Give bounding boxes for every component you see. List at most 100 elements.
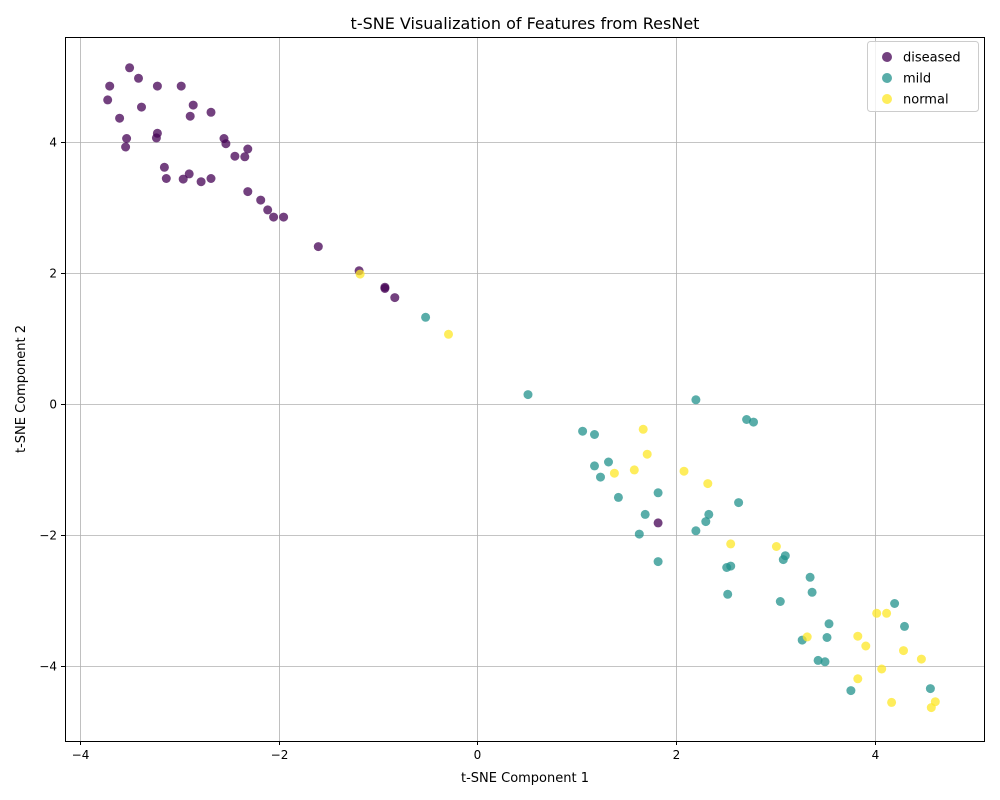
data-point-normal <box>872 608 882 618</box>
data-point-diseased <box>185 111 195 121</box>
x-tick-label: −4 <box>72 748 90 762</box>
data-point-mild <box>691 526 701 536</box>
data-point-mild <box>604 457 613 467</box>
data-point-diseased <box>279 212 289 222</box>
y-tick-label: 2 <box>49 267 57 281</box>
data-point-diseased <box>137 102 146 112</box>
data-point-normal <box>638 424 648 434</box>
legend-marker-normal <box>882 94 892 104</box>
data-point-mild <box>805 572 815 582</box>
data-point-diseased <box>269 212 279 222</box>
grid-lines <box>65 37 984 741</box>
data-point-normal <box>926 703 936 713</box>
data-point-mild <box>578 426 588 436</box>
data-point-diseased <box>243 144 253 154</box>
data-point-diseased <box>221 139 231 149</box>
series-normal <box>355 269 940 713</box>
data-point-mild <box>421 312 431 322</box>
data-point-diseased <box>184 169 194 179</box>
data-point-normal <box>899 646 908 656</box>
data-point-mild <box>634 529 644 539</box>
data-point-diseased <box>159 162 169 172</box>
data-point-normal <box>609 468 619 478</box>
legend-label-diseased: diseased <box>903 51 961 66</box>
data-point-normal <box>629 465 639 475</box>
legend-box <box>867 41 979 112</box>
data-points <box>103 63 940 713</box>
x-axis-label: t-SNE Component 1 <box>461 771 589 786</box>
data-point-mild <box>925 684 935 694</box>
legend: diseased mild normal <box>867 41 979 112</box>
data-point-mild <box>596 472 605 482</box>
data-point-diseased <box>653 518 663 528</box>
data-point-diseased <box>121 142 131 152</box>
data-point-normal <box>853 631 863 641</box>
x-tick-label: 4 <box>872 748 880 762</box>
data-point-mild <box>890 599 900 608</box>
x-tick-label: 2 <box>673 748 681 762</box>
data-point-diseased <box>256 195 266 205</box>
data-point-mild <box>523 390 533 400</box>
data-point-diseased <box>240 152 250 162</box>
data-point-normal <box>355 269 365 279</box>
data-point-mild <box>822 633 832 642</box>
axis-ticks: −4 −2 0 2 4 −4 −2 0 2 4 <box>39 136 879 763</box>
data-point-normal <box>726 539 736 549</box>
data-point-normal <box>877 664 887 674</box>
data-point-mild <box>653 488 663 498</box>
data-point-normal <box>444 329 453 339</box>
data-point-diseased <box>103 95 113 105</box>
y-tick-label: 0 <box>49 398 57 412</box>
data-point-diseased <box>115 113 125 123</box>
data-point-mild <box>653 557 663 567</box>
x-tick-label: −2 <box>271 748 289 762</box>
plot-frame <box>65 37 985 742</box>
data-point-diseased <box>243 187 253 197</box>
data-point-mild <box>846 686 856 696</box>
data-point-mild <box>824 619 834 629</box>
data-point-mild <box>613 492 623 502</box>
data-point-mild <box>775 597 785 606</box>
data-point-mild <box>590 461 599 471</box>
data-point-diseased <box>125 63 135 73</box>
data-point-normal <box>853 674 863 684</box>
data-point-diseased <box>206 107 216 117</box>
data-point-normal <box>679 466 689 476</box>
data-point-diseased <box>176 81 186 91</box>
data-point-mild <box>691 395 701 405</box>
legend-marker-diseased <box>882 52 892 62</box>
data-point-diseased <box>105 81 115 91</box>
data-point-normal <box>703 479 713 489</box>
data-point-diseased <box>206 174 216 183</box>
data-point-normal <box>861 641 871 651</box>
data-point-diseased <box>161 174 171 183</box>
data-point-diseased <box>188 100 198 110</box>
data-point-diseased <box>134 73 143 83</box>
data-point-diseased <box>151 133 161 143</box>
series-diseased <box>103 63 663 528</box>
series-mild <box>421 312 935 696</box>
data-point-normal <box>771 542 781 551</box>
data-point-mild <box>749 417 758 427</box>
data-point-mild <box>704 509 714 519</box>
data-point-normal <box>642 449 652 459</box>
data-point-diseased <box>196 177 206 187</box>
data-point-mild <box>722 563 732 572</box>
legend-marker-mild <box>882 73 892 83</box>
data-point-mild <box>590 430 599 439</box>
data-point-normal <box>887 697 897 707</box>
data-point-diseased <box>263 205 273 215</box>
data-point-diseased <box>390 293 400 303</box>
data-point-mild <box>701 517 711 527</box>
data-point-diseased <box>152 81 162 91</box>
y-tick-label: −2 <box>39 529 57 543</box>
data-point-normal <box>916 654 926 664</box>
y-tick-label: 4 <box>49 136 57 150</box>
data-point-mild <box>742 415 752 424</box>
data-point-diseased <box>178 174 188 184</box>
y-axis-label: t-SNE Component 2 <box>14 325 29 453</box>
data-point-diseased <box>122 134 132 143</box>
data-point-mild <box>813 655 823 665</box>
x-tick-label: 0 <box>474 748 482 762</box>
